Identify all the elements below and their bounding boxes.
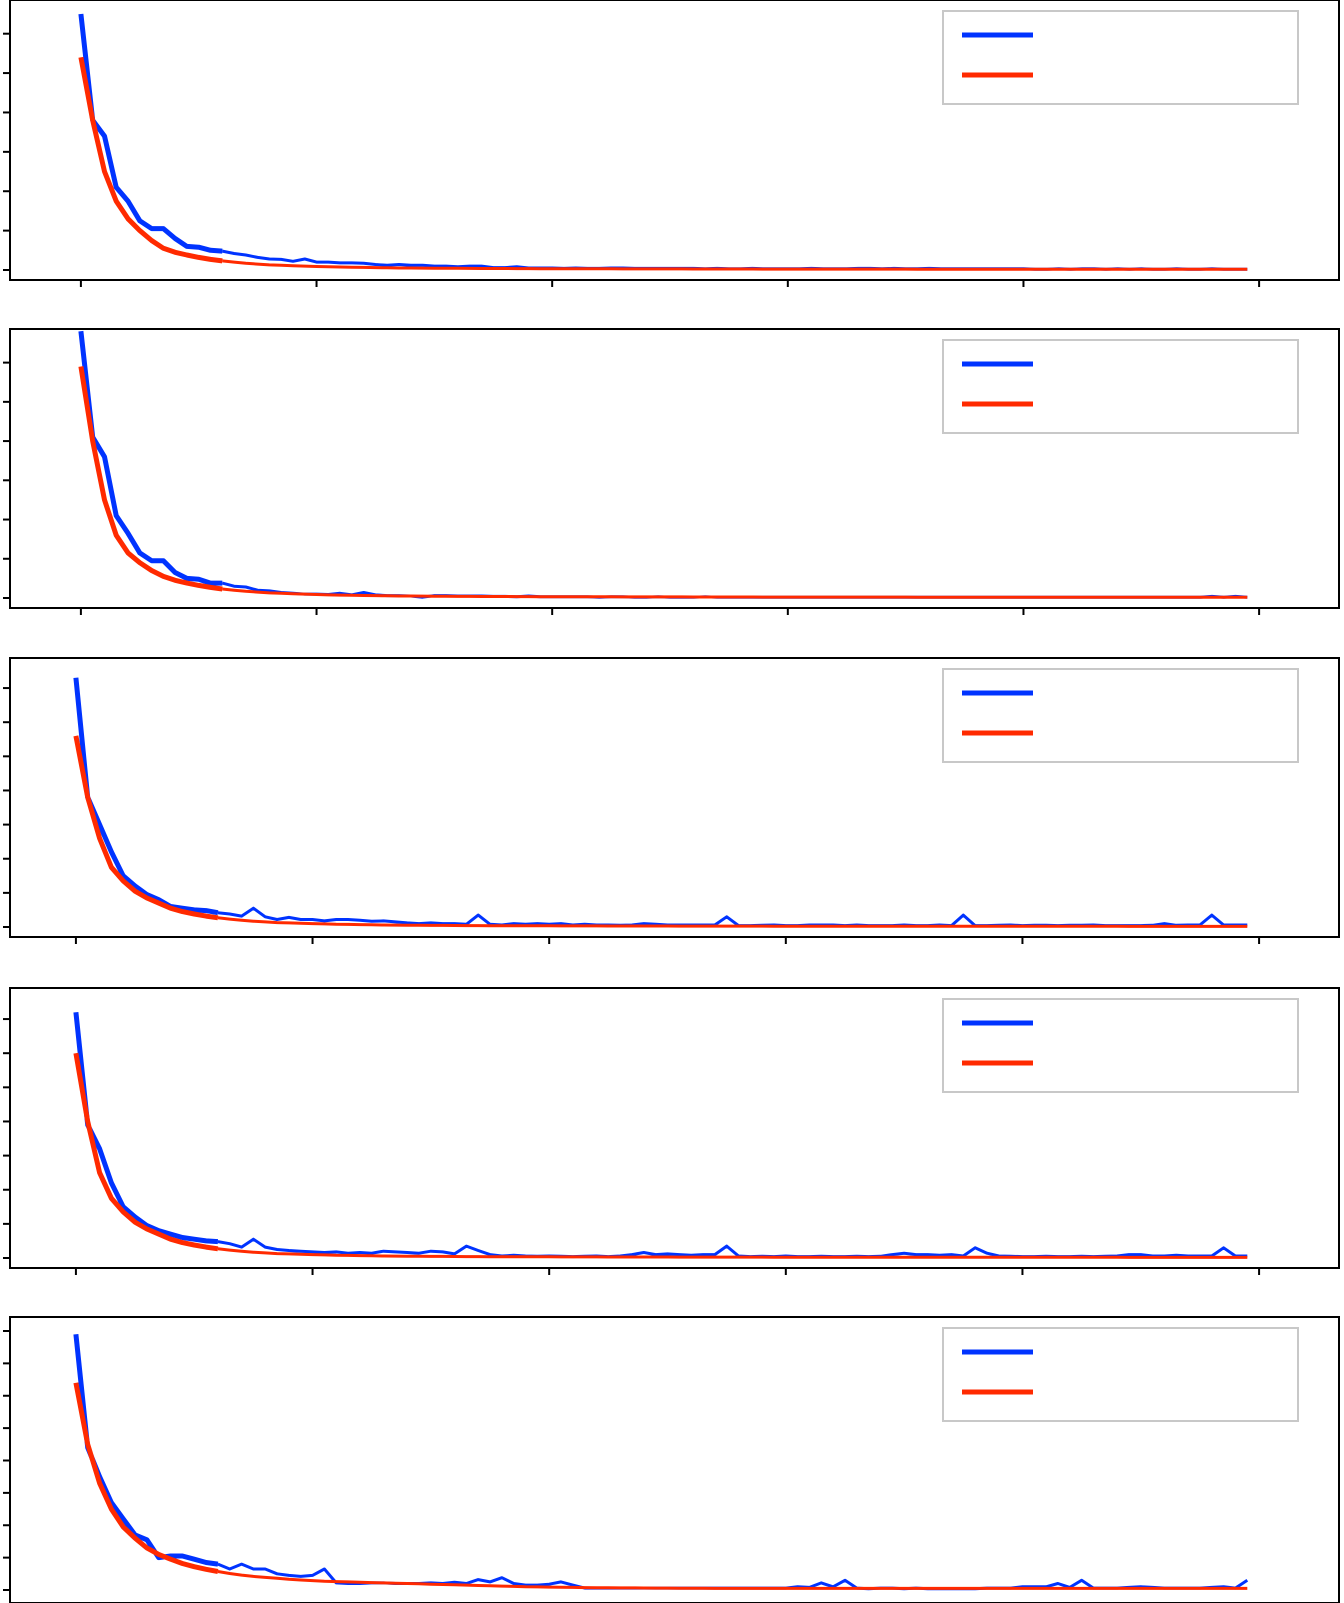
axes-frame (9, 987, 1340, 1269)
axes-frame (9, 657, 1340, 938)
series-line-red-head (73, 1052, 219, 1252)
axes-frame (9, 328, 1340, 609)
series-line-blue-head (73, 1333, 219, 1567)
legend-box (942, 998, 1299, 1093)
series-line-blue-head (73, 677, 219, 916)
legend-box (942, 668, 1299, 763)
chart-panel-4 (3, 987, 1340, 1275)
series-line-blue-head (78, 330, 223, 586)
axes-frame (9, 0, 1340, 281)
chart-panel-3 (3, 657, 1340, 944)
series-line-blue-head (78, 13, 223, 254)
series-line-red (217, 1570, 1248, 1590)
series-line-red (222, 587, 1248, 599)
series-line-red-head (73, 1382, 219, 1574)
series-line-blue (217, 906, 1248, 928)
legend-box (942, 10, 1299, 105)
legend-box (942, 339, 1299, 434)
series-line-red-head (78, 366, 223, 592)
series-line-red (217, 1247, 1248, 1259)
series-line-red-head (78, 56, 223, 264)
chart-panel-5 (3, 1316, 1340, 1603)
series-line-blue (217, 1562, 1249, 1591)
legend-box (942, 1327, 1299, 1422)
chart-panel-2 (3, 328, 1340, 615)
series-line-red (217, 916, 1248, 928)
series-line-blue (217, 1237, 1248, 1259)
series-line-red (222, 259, 1248, 271)
chart-panel-1 (3, 0, 1340, 287)
series-line-blue-head (73, 1011, 219, 1245)
series-line-red-head (73, 735, 219, 921)
